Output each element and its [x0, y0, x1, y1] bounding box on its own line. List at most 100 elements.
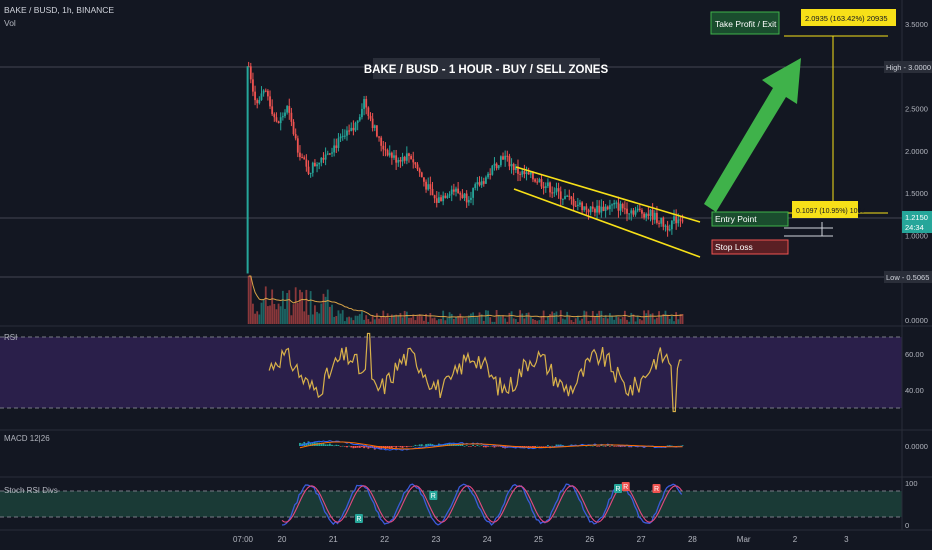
entry-measure-label: 0.1097 (10.95%) 1097 [796, 208, 865, 215]
candle-body [435, 198, 438, 203]
entry-measure-box[interactable]: 0.1097 (10.95%) 1097 [792, 201, 865, 218]
macd-bar [339, 446, 342, 447]
volume-bar [401, 317, 404, 324]
volume-bar [487, 310, 489, 324]
take-profit-box[interactable]: Take Profit / Exit [710, 11, 780, 35]
volume-bar [437, 319, 440, 324]
candlestick-series[interactable] [246, 61, 684, 274]
macd-bar [446, 443, 449, 446]
macd-bar [395, 446, 398, 448]
macd-bar [412, 445, 415, 447]
volume-bar [273, 303, 276, 324]
candle-body [393, 155, 395, 158]
volume-bar [502, 315, 504, 324]
volume-bar [382, 310, 385, 324]
candle-body [487, 173, 489, 178]
candle-body [414, 162, 417, 165]
volume-bar [390, 314, 393, 324]
volume-bar [442, 310, 445, 324]
volume-bar [482, 320, 485, 324]
symbol-header[interactable]: BAKE / BUSD, 1h, BINANCE [4, 5, 114, 15]
entry-point-box[interactable]: Entry Point [711, 211, 789, 227]
candle-body [514, 166, 517, 171]
macd-bar [459, 443, 462, 446]
volume-bar [561, 318, 564, 324]
volume-bar [361, 311, 363, 324]
time-axis[interactable]: 07:00 20 21 22 23 24 25 26 27 28 Mar 2 3 [233, 535, 849, 544]
divergence-marker-label: R [654, 486, 659, 493]
candle-body [673, 216, 675, 221]
volume-bar [369, 321, 372, 324]
macd-bar [538, 446, 541, 447]
candle-body [309, 172, 312, 174]
macd-bar [373, 446, 376, 450]
macd-bar [429, 443, 432, 446]
macd-bar [378, 446, 380, 449]
volume-bar [269, 305, 271, 324]
candle-body [275, 117, 278, 122]
volume-bar [292, 304, 295, 324]
macd-bar [540, 446, 543, 447]
candle-body [508, 156, 511, 167]
volume-bar [343, 321, 346, 324]
candle-body [356, 120, 359, 123]
volume-bar [450, 313, 453, 324]
macd-bar [497, 446, 500, 447]
candle-body [339, 136, 342, 139]
volume-bar [318, 313, 321, 324]
channel-lower-line[interactable] [513, 188, 701, 258]
candle-body [619, 203, 622, 211]
breakout-arrow[interactable] [704, 58, 801, 212]
low-badge: Low - 0.5065 [884, 271, 932, 283]
candle-body [561, 198, 564, 200]
macd-label[interactable]: MACD 12|26 [4, 434, 50, 443]
stoch-divergence-markers: RRR RR [354, 482, 661, 523]
volume-bar [365, 315, 368, 324]
stoch-label[interactable]: Stoch RSI Divs [4, 486, 58, 495]
volume-bar [433, 317, 436, 324]
stop-loss-box[interactable]: Stop Loss [711, 239, 789, 255]
volume-bar [581, 318, 584, 324]
candle-body [512, 164, 515, 171]
candle-body [510, 164, 513, 167]
candle-body [346, 130, 348, 136]
volume-bar [420, 316, 423, 324]
title-banner[interactable]: BAKE / BUSD - 1 HOUR - BUY / SELL ZONES [364, 58, 609, 79]
rsi-label[interactable]: RSI [4, 333, 17, 342]
volume-bar [384, 317, 387, 324]
macd-bar [553, 446, 556, 447]
channel-upper-line[interactable] [515, 166, 701, 223]
stoch-tick-0: 0 [905, 521, 909, 530]
macd-bar [365, 446, 368, 448]
volume-bar [339, 313, 342, 324]
candle-body [517, 166, 519, 174]
volume-bar [585, 311, 588, 324]
volume-bar [314, 305, 316, 324]
macd-bar [596, 446, 598, 447]
candle-body [361, 108, 363, 118]
target-measure-box[interactable]: 2.0935 (163.42%) 20935 [801, 9, 896, 26]
volume-bar [668, 318, 671, 324]
candle-body [442, 195, 445, 202]
candle-body [572, 199, 575, 206]
volume-bar [326, 289, 329, 324]
candle-body [437, 197, 440, 203]
volume-bar [602, 317, 605, 324]
candle-body [386, 150, 389, 156]
volume-bar [525, 313, 528, 324]
volume-bar [455, 316, 457, 324]
candle-body [281, 116, 284, 118]
macd-bar [425, 444, 427, 446]
macd-signal-line [299, 441, 683, 450]
volume-bar [542, 310, 545, 324]
candle-body [604, 206, 607, 211]
volume-bar [651, 313, 654, 324]
candle-body [476, 182, 479, 185]
candle-body [292, 121, 295, 135]
macd-bar [679, 445, 682, 447]
candle-body [544, 186, 547, 189]
volume-bar [679, 314, 682, 324]
volume-header[interactable]: Vol [4, 18, 16, 28]
candle-body [485, 177, 487, 184]
